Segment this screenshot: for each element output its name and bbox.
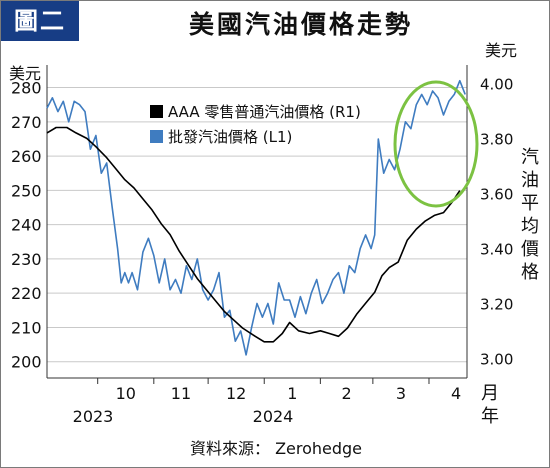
left-axis-unit: 美元 [9, 64, 41, 83]
right-axis-label-char: 價 [521, 239, 539, 260]
x-tick-label: 3 [396, 384, 406, 403]
left-tick-label: 260 [11, 147, 42, 166]
left-tick-label: 230 [11, 250, 42, 269]
right-tick-label: 3.80 [480, 130, 513, 148]
legend-label-retail: AAA 零售普通汽油價格 (R1) [168, 103, 361, 121]
left-tick-label: 220 [11, 284, 42, 303]
right-axis-label-char: 汽 [521, 147, 539, 168]
source-note: 資料來源： Zerohedge [1, 435, 550, 459]
legend-swatch-wholesale [150, 130, 163, 143]
x-tick-label: 12 [226, 384, 246, 403]
right-axis-label-char: 均 [521, 216, 539, 237]
x-axis-unit: 年 [481, 406, 499, 427]
source-name: Zerohedge [275, 439, 363, 458]
right-tick-label: 4.00 [480, 75, 513, 93]
right-tick-label: 3.20 [480, 295, 513, 313]
x-year-label: 2023 [73, 407, 114, 426]
x-tick-label: 11 [171, 384, 191, 403]
right-tick-label: 3.40 [480, 240, 513, 258]
left-tick-label: 250 [11, 181, 42, 200]
left-tick-label: 280 [11, 79, 42, 98]
left-tick-label: 200 [11, 353, 42, 372]
left-tick-label: 270 [11, 113, 42, 132]
series-line-retail [46, 126, 461, 343]
x-tick-label: 4 [451, 384, 461, 403]
left-tick-label: 210 [11, 318, 42, 337]
right-axis-label-char: 平 [521, 193, 539, 214]
x-year-label: 2024 [253, 407, 294, 426]
chart-plot: 2002102202302402502602702803.003.203.403… [9, 41, 539, 427]
x-axis-unit: 月 [481, 383, 499, 404]
right-axis-label-char: 格 [521, 262, 539, 283]
figure-badge: 圖二 [1, 1, 79, 41]
left-tick-label: 240 [11, 216, 42, 235]
right-tick-label: 3.00 [480, 350, 513, 368]
right-axis-unit: 美元 [485, 41, 517, 60]
legend-label-wholesale: 批發汽油價格 (L1) [168, 128, 292, 146]
right-tick-label: 3.60 [480, 185, 513, 203]
source-prefix: 資料來源： [189, 439, 270, 458]
x-tick-label: 1 [287, 384, 297, 403]
chart-title: 美國汽油價格走勢 [188, 10, 413, 39]
x-tick-label: 2 [342, 384, 352, 403]
x-tick-label: 10 [116, 384, 136, 403]
highlight-circle [393, 80, 479, 208]
series-line-wholesale [46, 79, 466, 356]
right-axis-label-char: 油 [521, 170, 539, 191]
legend-swatch-retail [150, 105, 163, 118]
